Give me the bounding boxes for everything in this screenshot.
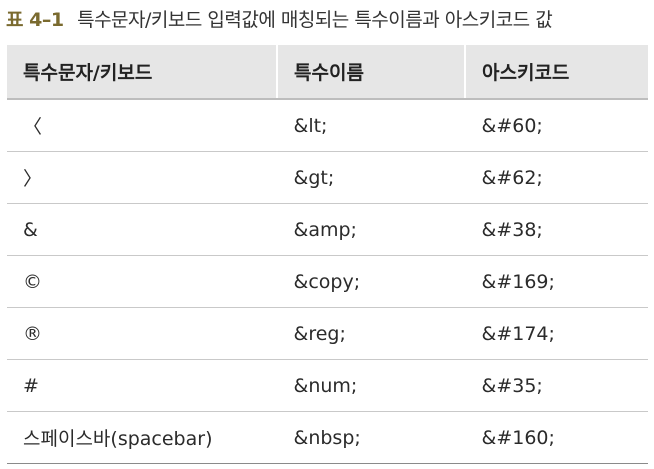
cell-entity: &reg;: [276, 307, 465, 360]
table-row: # &num; &#35;: [7, 359, 648, 412]
table-row: & &amp; &#38;: [7, 203, 648, 256]
cell-character: #: [7, 359, 277, 412]
table-number: 표 4–1: [6, 9, 64, 31]
table-row: 스페이스바(spacebar) &nbsp; &#160;: [7, 411, 648, 464]
cell-code: &#62;: [464, 151, 648, 204]
cell-entity: &nbsp;: [276, 411, 465, 464]
header-entity-name: 특수이름: [276, 45, 465, 100]
cell-character: 〈: [7, 99, 277, 152]
header-special-char: 특수문자/키보드: [7, 45, 277, 100]
cell-entity: &amp;: [276, 203, 465, 256]
cell-entity: &lt;: [276, 99, 465, 152]
table-caption: 표 4–1 특수문자/키보드 입력값에 매칭되는 특수이름과 아스키코드 값: [6, 6, 553, 34]
cell-code: &#38;: [464, 203, 648, 256]
cell-code: &#35;: [464, 359, 648, 412]
table-row: 〉 &gt; &#62;: [7, 151, 648, 204]
cell-character: &: [7, 203, 277, 256]
table-row: © &copy; &#169;: [7, 255, 648, 308]
cell-entity: &copy;: [276, 255, 465, 308]
cell-entity: &num;: [276, 359, 465, 412]
cell-character: ©: [7, 255, 277, 308]
table-row: ® &reg; &#174;: [7, 307, 648, 360]
cell-code: &#169;: [464, 255, 648, 308]
cell-code: &#174;: [464, 307, 648, 360]
cell-character: ®: [7, 307, 277, 360]
cell-character: 〉: [7, 151, 277, 204]
table-row: 〈 &lt; &#60;: [7, 99, 648, 152]
special-characters-table: 특수문자/키보드 특수이름 아스키코드 〈 &lt; &#60; 〉 &gt; …: [7, 45, 648, 464]
cell-character: 스페이스바(spacebar): [7, 411, 277, 464]
header-ascii-code: 아스키코드: [464, 45, 648, 100]
header-row: 특수문자/키보드 특수이름 아스키코드: [7, 45, 648, 100]
cell-code: &#60;: [464, 99, 648, 152]
table-title: 특수문자/키보드 입력값에 매칭되는 특수이름과 아스키코드 값: [77, 9, 553, 31]
cell-code: &#160;: [464, 411, 648, 464]
cell-entity: &gt;: [276, 151, 465, 204]
